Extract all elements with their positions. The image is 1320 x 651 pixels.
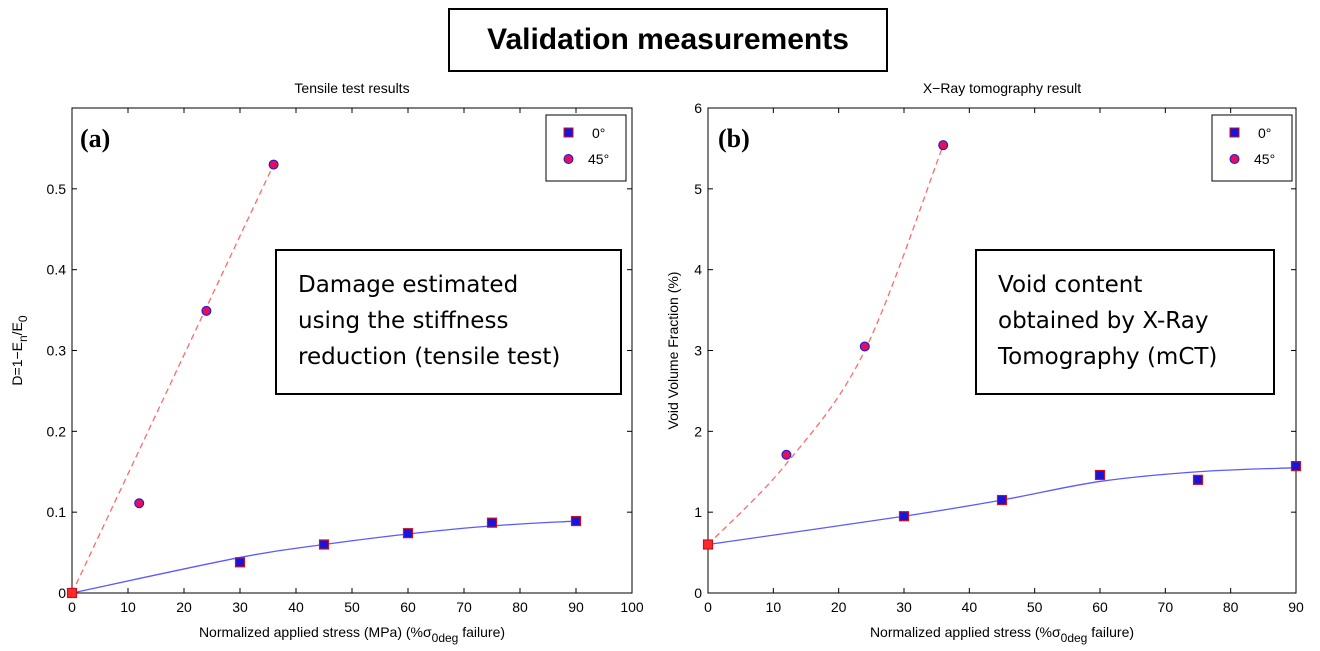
data-point-0deg [1094, 469, 1106, 481]
x-tick-label: 90 [568, 599, 584, 615]
annotation-line: obtained by X-Ray [998, 308, 1208, 334]
x-axis-label: Normalized applied stress (MPa) (%σ0deg … [199, 624, 505, 645]
data-point-0deg [486, 517, 498, 528]
x-tick-label: 60 [400, 599, 416, 615]
annotation-box: Void content obtained by X-Ray Tomography … [975, 249, 1275, 395]
legend: 0° 45° [545, 114, 627, 182]
annotation-line: using the stiffness [298, 308, 508, 334]
annotation-frame [975, 249, 1275, 395]
x-tick-label: 30 [232, 599, 248, 615]
x-tick-label: 40 [962, 599, 978, 615]
legend-label-45deg: 45° [1254, 151, 1275, 167]
legend-label-0deg: 0° [1258, 125, 1271, 141]
x-tick-label: 30 [896, 599, 912, 615]
fit-line-0deg [707, 467, 1297, 546]
main-title: Validation measurements [448, 8, 888, 72]
data-point-45deg [938, 140, 949, 151]
x-tick-label: 0 [704, 599, 712, 615]
legend-marker-0deg [563, 127, 574, 138]
legend-box [1211, 114, 1293, 182]
y-tick-label: 4 [694, 262, 702, 278]
x-tick-label: 100 [620, 599, 644, 615]
x-tick-label: 60 [1092, 599, 1108, 615]
y-tick-label: 0.4 [47, 262, 67, 278]
data-point-0deg [996, 494, 1008, 506]
annotation-frame [275, 249, 622, 395]
data-point-0deg [570, 515, 582, 527]
data-point-45deg [201, 305, 212, 316]
y-tick-label: 0 [694, 585, 702, 601]
annotation-line: Damage estimated [298, 272, 518, 298]
legend-marker-45deg [563, 154, 574, 164]
y-tick-label: 0.2 [47, 423, 67, 439]
annotation-line: Void content [998, 272, 1142, 298]
legend-marker-45deg [1229, 154, 1240, 164]
x-tick-label: 20 [831, 599, 847, 615]
x-tick-label: 10 [120, 599, 136, 615]
y-axis-label: Void Volume Fraction (%) [665, 272, 681, 430]
y-tick-label: 2 [694, 423, 702, 439]
x-tick-label: 70 [1158, 599, 1174, 615]
data-point-0deg [66, 587, 78, 599]
x-tick-label: 50 [344, 599, 360, 615]
x-tick-label: 90 [1288, 599, 1304, 615]
panel-label: (a) [80, 124, 110, 153]
annotation-box: Damage estimated using the stiffness reduc… [275, 249, 622, 395]
x-tick-label: 40 [288, 599, 304, 615]
data-point-0deg [898, 511, 910, 522]
chart-title: Tensile test results [294, 80, 409, 96]
x-tick-label: 20 [176, 599, 192, 615]
x-tick-label: 70 [456, 599, 472, 615]
y-tick-label: 0.1 [47, 504, 67, 520]
x-tick-label: 10 [766, 599, 782, 615]
y-tick-label: 6 [694, 100, 702, 116]
y-axis-label: D=1−En/E0 [9, 315, 30, 386]
legend: 0° 45° [1211, 114, 1293, 182]
y-tick-label: 1 [694, 504, 702, 520]
x-axis-label: Normalized applied stress (%σ0deg failur… [870, 624, 1134, 645]
legend-label-0deg: 0° [592, 125, 605, 141]
chart-panel-b: 0 10 20 30 40 50 60 70 80 90 0 1 2 3 4 5 6 X−Ray tomograp… [665, 80, 1304, 645]
panel-label: (b) [718, 124, 750, 153]
data-point-45deg [781, 449, 792, 460]
chart-title: X−Ray tomography result [923, 80, 1081, 96]
annotation-line: Tomography (mCT) [997, 344, 1217, 370]
y-tick-label: 5 [694, 181, 702, 197]
legend-marker-0deg [1229, 127, 1240, 138]
data-point-0deg [234, 557, 246, 568]
annotation-line: reduction (tensile test) [298, 344, 560, 370]
data-point-45deg [134, 498, 145, 509]
legend-box [545, 114, 627, 182]
data-point-0deg [1290, 460, 1302, 472]
x-tick-label: 50 [1027, 599, 1043, 615]
x-tick-label: 80 [512, 599, 528, 615]
data-point-0deg [1192, 474, 1204, 485]
y-tick-label: 0 [58, 585, 66, 601]
fit-line-45deg [71, 164, 275, 594]
x-tick-label: 0 [68, 599, 76, 615]
y-tick-label: 0.5 [47, 181, 67, 197]
data-point-0deg [402, 528, 414, 539]
y-tick-label: 0.3 [47, 343, 67, 359]
x-tick-label: 80 [1223, 599, 1239, 615]
data-point-0deg [318, 539, 330, 550]
legend-label-45deg: 45° [588, 151, 609, 167]
chart-panel-a: 0 10 20 30 40 50 60 70 80 90 100 0 0.1 0.2 0.3 0.4 0.5 Te… [9, 80, 644, 645]
y-tick-label: 3 [694, 343, 702, 359]
data-point-0deg [702, 539, 714, 550]
data-point-45deg [268, 159, 279, 170]
data-point-45deg [859, 341, 870, 352]
